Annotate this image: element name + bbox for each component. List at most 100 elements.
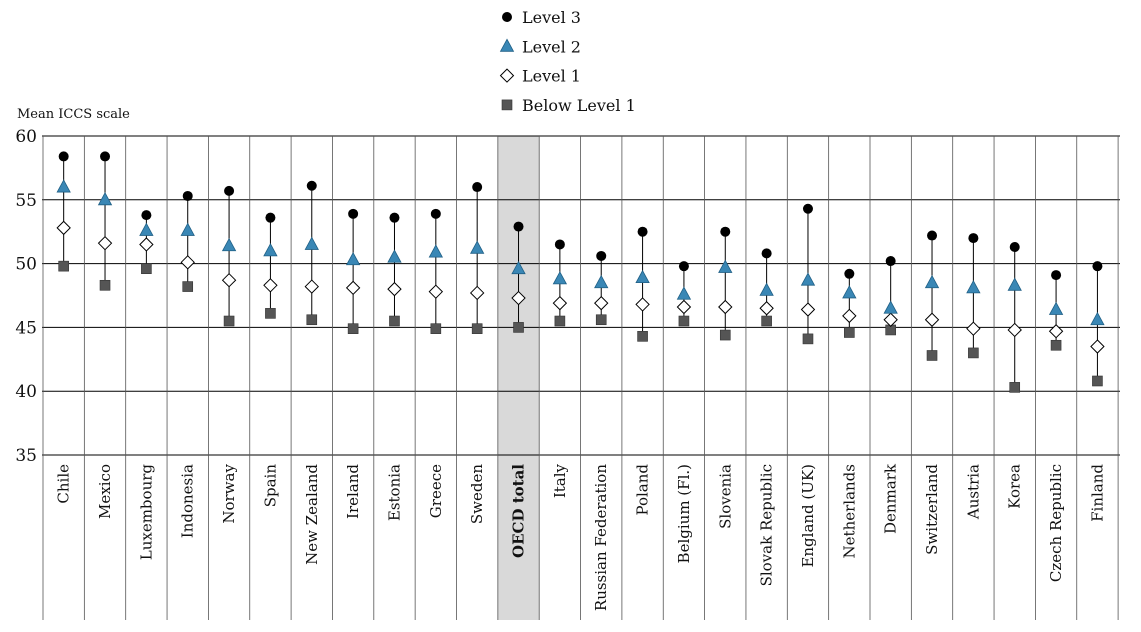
level-2-point	[676, 286, 692, 300]
below-level-1-point	[637, 331, 648, 342]
level-3-point	[761, 248, 772, 259]
level-1-point	[552, 295, 568, 311]
level-1-point	[800, 302, 816, 317]
level-1-point	[676, 299, 692, 315]
category-label: England (UK)	[799, 464, 817, 568]
below-level-1-point	[141, 263, 152, 275]
level-2-point	[842, 285, 857, 299]
level-1-point	[345, 280, 361, 296]
below-level-1-point	[719, 329, 731, 341]
category-label: Austria	[964, 464, 982, 520]
level-2-point	[428, 244, 443, 258]
stem-layer	[63, 156, 1098, 388]
level-1-point	[97, 235, 113, 251]
below-level-1-point	[1050, 339, 1062, 351]
below-level-1-point	[678, 315, 690, 327]
label-layer: Mean ICCS scale 60 55 50 45 40 35 Chile Mexico L…	[15, 107, 1106, 611]
category-label: Slovak Republic	[758, 464, 776, 586]
legend-label: Level 2	[522, 37, 581, 56]
level-1-point	[759, 301, 774, 316]
level-2-point	[470, 240, 485, 254]
category-label: Luxembourg	[137, 464, 155, 561]
legend-marker	[499, 38, 515, 52]
below-level-1-point	[99, 279, 111, 291]
y-tick-label: 35	[15, 446, 37, 466]
category-label: Mexico	[96, 464, 114, 519]
legend-marker	[502, 12, 512, 22]
level-1-point	[180, 255, 195, 270]
level-1-point	[263, 278, 278, 293]
level-1-point	[1048, 324, 1064, 339]
level-3-point	[141, 210, 152, 221]
level-1-point	[56, 220, 71, 236]
level-3-point	[554, 239, 565, 250]
highlight-band-layer	[497, 136, 540, 620]
category-label: Finland	[1088, 464, 1106, 522]
below-level-1-point	[844, 327, 855, 338]
below-level-1-point	[1009, 382, 1021, 393]
below-level-1-point	[306, 314, 318, 326]
marker-layer	[56, 151, 1105, 393]
category-label: Denmark	[882, 463, 900, 534]
category-label: Norway	[220, 463, 238, 523]
level-1-point	[387, 281, 402, 297]
level-3-point	[472, 182, 483, 193]
level-3-point	[1051, 270, 1062, 281]
level-1-point	[966, 321, 981, 336]
y-tick-label: 50	[15, 255, 37, 275]
level-2-point	[1090, 311, 1105, 326]
level-3-point	[844, 268, 855, 279]
level-2-point	[511, 260, 526, 275]
category-label: Slovenia	[716, 464, 734, 529]
level-2-point	[759, 282, 774, 296]
level-1-point	[594, 295, 609, 311]
below-level-1-point	[513, 322, 524, 333]
level-3-point	[389, 212, 400, 223]
below-level-1-point	[926, 350, 938, 361]
level-3-point	[348, 208, 359, 219]
level-3-point	[224, 185, 235, 196]
legend-marker	[499, 68, 515, 83]
level-1-point	[718, 299, 733, 315]
level-2-point	[718, 259, 733, 273]
level-1-point	[635, 297, 650, 312]
y-tick-label: 40	[15, 382, 37, 402]
level-1-point	[1090, 339, 1105, 354]
y-tick-label: 45	[15, 318, 37, 338]
level-3-point	[265, 212, 276, 223]
level-3-point	[968, 233, 979, 244]
category-label: Russian Federation	[592, 464, 610, 611]
category-label: Poland	[634, 464, 652, 516]
category-label: Belgium (Fl.)	[675, 464, 693, 563]
level-3-point	[513, 221, 524, 232]
below-level-1-point	[802, 333, 814, 345]
level-2-point	[635, 269, 650, 284]
highlight-band	[497, 136, 540, 620]
below-level-1-point	[554, 315, 566, 327]
level-2-point	[180, 222, 195, 236]
y-tick-label: 60	[15, 127, 37, 147]
level-3-point	[927, 230, 938, 241]
below-level-1-point	[182, 281, 194, 292]
level-2-point	[387, 249, 402, 263]
level-2-point	[924, 274, 940, 289]
grid-layer	[42, 135, 1120, 620]
level-1-point	[883, 312, 898, 327]
level-3-point	[885, 256, 896, 267]
below-level-1-point	[595, 314, 607, 326]
below-level-1-point	[761, 315, 772, 327]
category-label: Sweden	[468, 464, 486, 524]
level-2-point	[345, 251, 361, 266]
level-2-point	[1048, 301, 1064, 315]
level-2-point	[304, 236, 319, 250]
category-label: New Zealand	[303, 464, 321, 565]
level-3-point	[637, 226, 648, 237]
category-label: Switzerland	[923, 464, 941, 555]
level-1-point	[842, 308, 857, 324]
level-1-point	[511, 290, 526, 306]
legend-marker	[501, 99, 513, 111]
category-label: Czech Republic	[1047, 464, 1065, 582]
level-3-point	[678, 261, 689, 272]
level-2-point	[594, 274, 609, 289]
